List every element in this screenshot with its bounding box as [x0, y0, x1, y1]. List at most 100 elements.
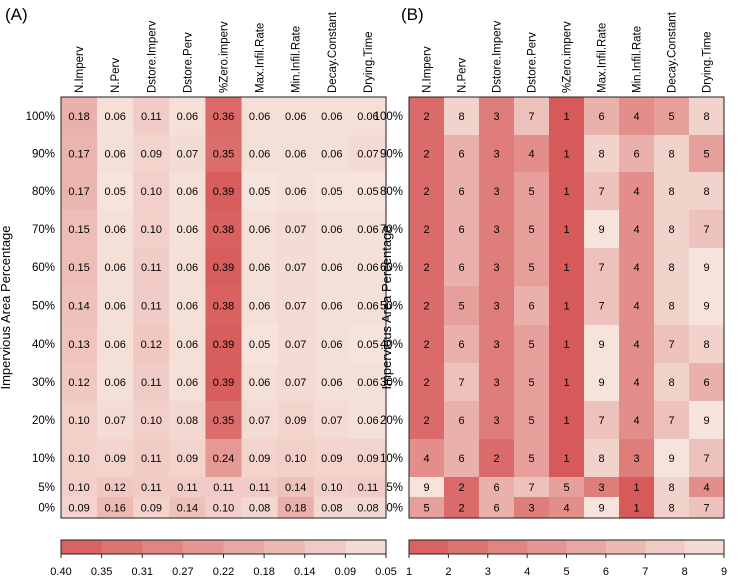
column-label: Min.Infil.Rate	[291, 26, 303, 93]
cell-value-label: 0.08	[249, 503, 270, 515]
cell-value-label: 0.06	[177, 186, 198, 198]
column-label: Min.Infil.Rate	[632, 26, 644, 93]
heatmap-cell	[444, 97, 480, 136]
cell-value-label: 6	[458, 186, 464, 198]
cell-value-label: 4	[633, 111, 639, 123]
cell-value-label: 0.09	[249, 453, 270, 465]
heatmap-cell	[514, 497, 550, 519]
heatmap-cell	[61, 401, 98, 440]
heatmap-cell	[654, 172, 690, 211]
cell-value-label: 9	[598, 503, 604, 515]
heatmap-cell	[169, 248, 207, 287]
heatmap-cell	[61, 286, 98, 326]
heatmap-cell	[619, 325, 655, 364]
cell-value-label: 0.14	[68, 301, 89, 313]
cell-value-label: 0.12	[141, 339, 162, 351]
cell-value-label: 8	[668, 186, 674, 198]
column-label: Max.Infil.Rate	[255, 23, 267, 93]
cell-value-label: 0.11	[358, 482, 379, 494]
heatmap-cell	[313, 439, 351, 478]
heatmap-cell	[584, 97, 620, 136]
cell-value-label: 6	[528, 301, 534, 313]
heatmap-cell	[689, 135, 725, 173]
heatmap-cell	[514, 325, 550, 364]
legend-tick-label: 0.05	[375, 566, 396, 578]
heatmap-cell	[584, 325, 620, 364]
heatmap-cell	[169, 210, 207, 249]
cell-value-label: 5	[668, 111, 674, 123]
cell-value-label: 0.05	[104, 186, 125, 198]
heatmap-cell	[479, 97, 515, 136]
row-label: 60%	[32, 262, 55, 274]
heatmap-cell	[409, 439, 445, 478]
cell-value-label: 4	[633, 224, 639, 236]
cell-value-label: 1	[563, 415, 569, 427]
cell-value-label: 0.11	[141, 377, 162, 389]
cell-value-label: 6	[458, 262, 464, 274]
heatmap-cell	[241, 497, 279, 519]
heatmap-cell	[313, 97, 351, 136]
cell-value-label: 3	[493, 186, 499, 198]
heatmap-cell	[241, 97, 279, 136]
heatmap-cell	[205, 172, 243, 211]
heatmap-cell	[313, 172, 351, 211]
cell-value-label: 4	[633, 262, 639, 274]
cell-value-label: 5	[563, 482, 569, 494]
row-label: 5%	[386, 482, 403, 494]
color-legend: 0.40 0.35 0.31 0.27 0.22 0.18 0.14 0.09 0.05	[50, 539, 397, 578]
cell-value-label: 0.06	[321, 377, 342, 389]
heatmap-cell	[549, 439, 585, 478]
legend-swatch	[345, 540, 387, 554]
heatmap-cell	[277, 172, 315, 211]
row-label: 70%	[380, 224, 403, 236]
heatmap-cell	[277, 439, 315, 478]
heatmap-cell	[133, 477, 170, 498]
heatmap-cell	[549, 477, 585, 498]
panel-label: (B)	[401, 5, 424, 24]
heatmap-cell	[689, 401, 725, 440]
heatmap-cell	[169, 97, 207, 136]
heatmap-cell	[689, 248, 725, 287]
cell-value-label: 3	[493, 111, 499, 123]
row-label: 30%	[380, 377, 403, 389]
cell-value-label: 0.14	[285, 482, 306, 494]
cell-value-label: 0.11	[141, 301, 162, 313]
cell-value-label: 4	[633, 415, 639, 427]
heatmap-cell	[689, 477, 725, 498]
heatmap-cell	[133, 286, 170, 326]
cell-value-label: 0.11	[213, 482, 234, 494]
row-label: 40%	[380, 339, 403, 351]
heatmap-cell	[205, 97, 243, 136]
row-label: 10%	[32, 453, 55, 465]
cell-value-label: 0.06	[249, 262, 270, 274]
heatmap-cell	[619, 210, 655, 249]
row-label: 50%	[32, 301, 55, 313]
heatmap-cell	[619, 477, 655, 498]
cell-value-label: 0.06	[357, 377, 378, 389]
cell-value-label: 4	[633, 301, 639, 313]
heatmap-cell	[514, 286, 550, 326]
cell-value-label: 0.17	[68, 149, 89, 161]
heatmap-cell	[205, 497, 243, 519]
legend-swatch	[142, 540, 184, 554]
legend-tick-label: 0.27	[172, 566, 193, 578]
heatmap-cell	[313, 401, 351, 440]
row-label: 90%	[380, 149, 403, 161]
cell-value-label: 0.07	[285, 301, 306, 313]
heatmap-cell	[349, 325, 387, 364]
heatmap-cell	[479, 210, 515, 249]
cell-value-label: 8	[703, 111, 709, 123]
cell-value-label: 3	[493, 377, 499, 389]
cell-value-label: 0.10	[68, 415, 89, 427]
heatmap-cell	[654, 439, 690, 478]
cell-value-label: 0.36	[213, 111, 234, 123]
cell-value-label: 0.05	[357, 339, 378, 351]
heatmap-cell	[133, 135, 170, 173]
cell-value-label: 7	[668, 339, 674, 351]
heatmap-cell	[479, 497, 515, 519]
heatmap-cell	[654, 248, 690, 287]
cell-value-label: 8	[668, 482, 674, 494]
cell-value-label: 0.39	[213, 186, 234, 198]
heatmap-cell	[169, 172, 207, 211]
cell-value-label: 2	[493, 453, 499, 465]
